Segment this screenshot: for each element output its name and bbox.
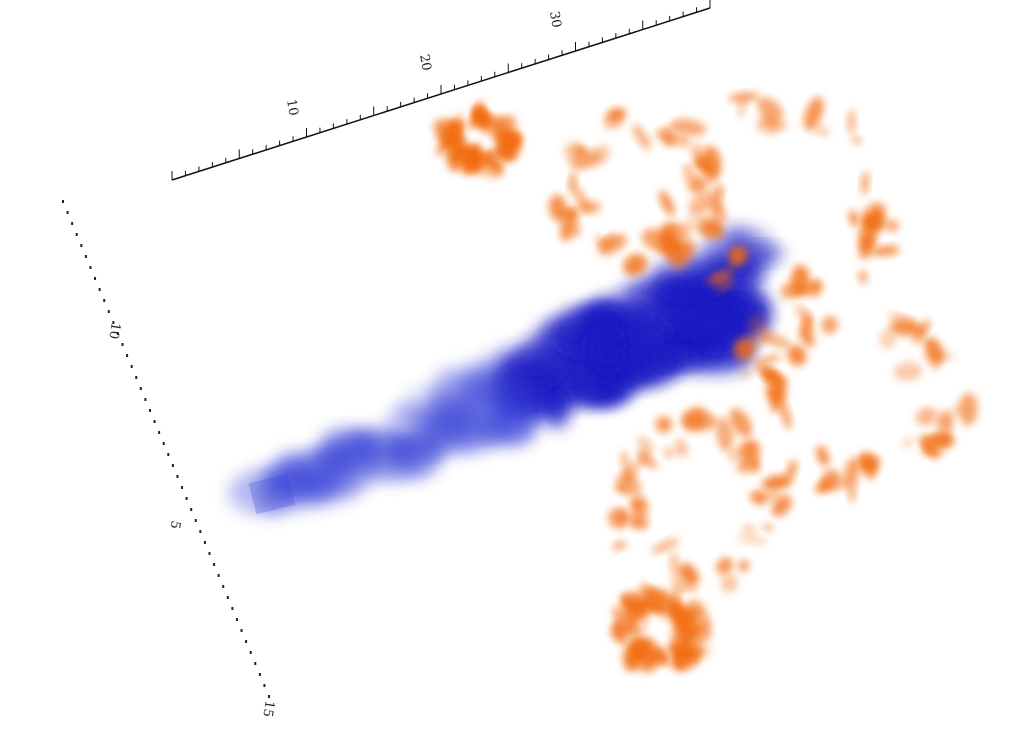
tick bbox=[71, 222, 73, 225]
blue-blob bbox=[228, 470, 301, 515]
orange-blob bbox=[670, 551, 679, 572]
tick bbox=[241, 629, 243, 632]
top-axis-label: 20 bbox=[416, 53, 434, 72]
tick bbox=[85, 255, 87, 258]
tick bbox=[80, 244, 82, 247]
tick bbox=[140, 387, 142, 390]
tick bbox=[181, 486, 183, 489]
tick bbox=[231, 607, 233, 610]
tick bbox=[236, 618, 238, 621]
tick bbox=[126, 354, 128, 357]
tick bbox=[103, 299, 105, 302]
tick bbox=[135, 376, 137, 379]
tick bbox=[204, 541, 206, 544]
page: 10 20 30 10 5 15 (() => { const data = J… bbox=[0, 0, 1034, 735]
tick bbox=[62, 200, 64, 203]
tick bbox=[218, 574, 220, 577]
tick bbox=[245, 640, 247, 643]
tick bbox=[76, 233, 78, 236]
tick bbox=[167, 453, 169, 456]
top-axis-label: 30 bbox=[546, 10, 564, 29]
tick bbox=[89, 266, 91, 269]
tick bbox=[222, 585, 224, 588]
tick bbox=[172, 464, 174, 467]
tick bbox=[163, 442, 165, 445]
tick bbox=[208, 552, 210, 555]
tick bbox=[263, 684, 265, 687]
tick bbox=[195, 519, 197, 522]
tick bbox=[108, 310, 110, 313]
tick bbox=[144, 398, 146, 401]
tick bbox=[158, 431, 160, 434]
left-axis-label: 10 bbox=[105, 321, 123, 340]
tick bbox=[154, 420, 156, 423]
tick bbox=[131, 365, 133, 368]
tick bbox=[227, 596, 229, 599]
tick bbox=[186, 497, 188, 500]
blue-blob bbox=[660, 279, 694, 297]
blue-blob bbox=[341, 440, 367, 457]
blue-blob bbox=[502, 369, 546, 407]
blue-blob bbox=[669, 298, 743, 336]
left-axis-label: 15 bbox=[259, 699, 277, 718]
tick bbox=[67, 211, 69, 214]
tick bbox=[99, 288, 101, 291]
blue-blob bbox=[546, 385, 569, 428]
tick bbox=[122, 343, 124, 346]
blue-blob bbox=[273, 450, 334, 473]
tick bbox=[176, 475, 178, 478]
tick bbox=[213, 563, 215, 566]
tick bbox=[149, 409, 151, 412]
blue-blob bbox=[674, 341, 710, 375]
tick bbox=[254, 662, 256, 665]
tick bbox=[190, 508, 192, 511]
tick bbox=[268, 695, 270, 698]
blue-blob bbox=[597, 326, 619, 372]
tick bbox=[94, 277, 96, 280]
volume-render-view: 10 20 30 10 5 15 bbox=[0, 0, 1034, 735]
top-axis-label: 10 bbox=[283, 98, 301, 117]
tick bbox=[250, 651, 252, 654]
tick bbox=[259, 673, 261, 676]
blue-blob bbox=[384, 408, 429, 459]
tick bbox=[199, 530, 201, 533]
